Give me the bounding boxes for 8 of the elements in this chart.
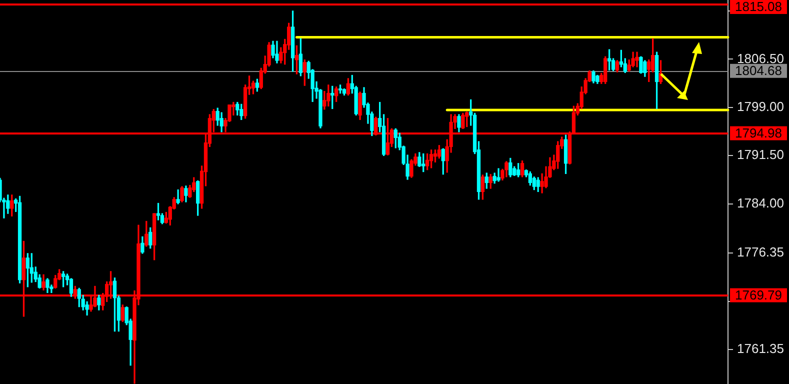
ref-line-label: 1794.98 — [735, 125, 782, 140]
y-tick-label: 1761.35 — [737, 341, 784, 356]
ref-line-label: 1769.79 — [735, 287, 782, 302]
y-tick-label: 1799.00 — [737, 98, 784, 114]
y-tick-label: 1791.50 — [737, 147, 784, 162]
y-tick-label: 1776.35 — [737, 244, 784, 260]
ref-line-label: 1815.08 — [735, 0, 782, 14]
y-tick-label: 1784.00 — [737, 195, 784, 210]
